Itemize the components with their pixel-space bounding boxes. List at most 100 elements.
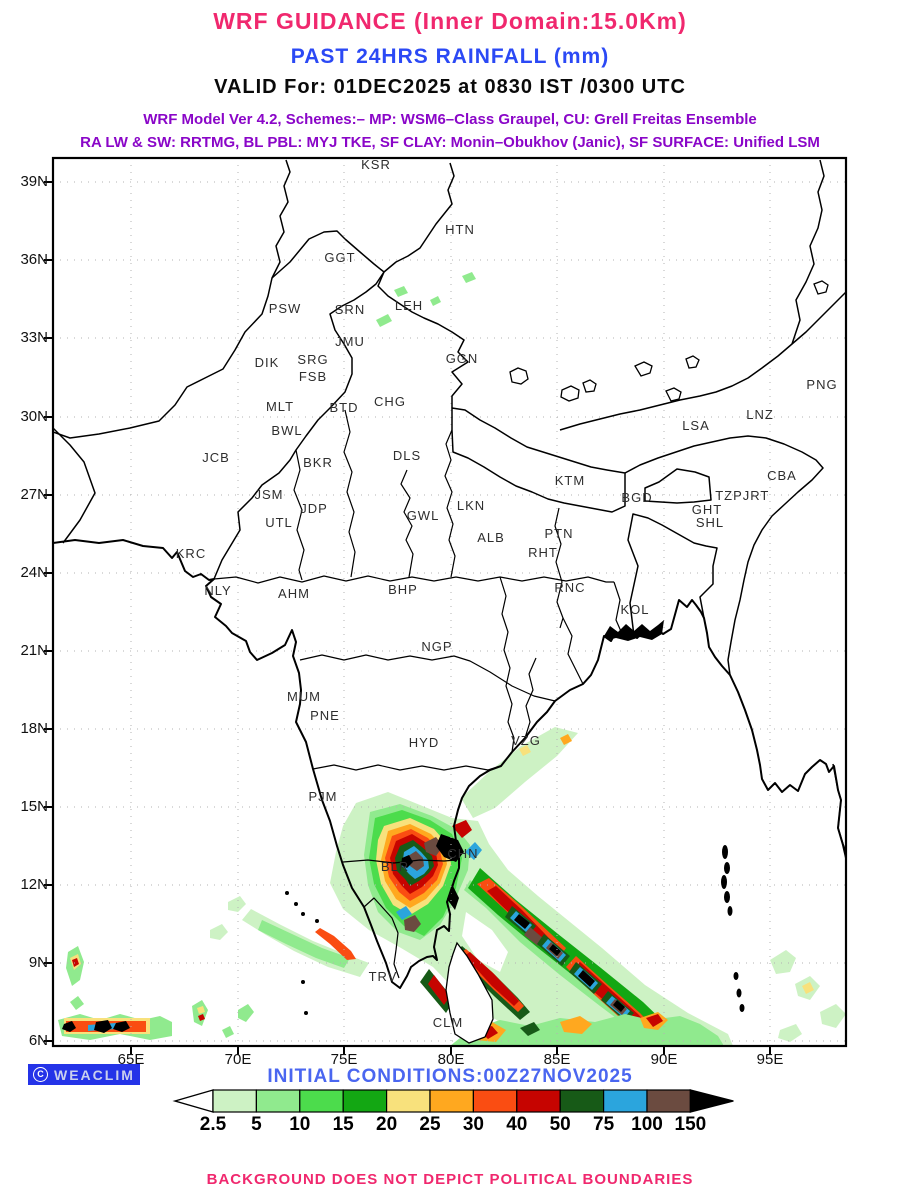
station-label: KOL bbox=[620, 602, 650, 617]
lat-tick-label: 27N bbox=[20, 486, 48, 503]
station-label: JMU bbox=[335, 334, 365, 349]
lon-tick-label: 70E bbox=[224, 1051, 252, 1068]
station-label: UTL bbox=[265, 515, 293, 530]
page-title: WRF GUIDANCE (Inner Domain:15.0Km) bbox=[213, 8, 687, 34]
station-label: LEH bbox=[394, 298, 424, 313]
station-label: GGN bbox=[445, 351, 479, 366]
station-label: GGT bbox=[324, 250, 356, 265]
watermark-text: WEACLIM bbox=[54, 1066, 135, 1083]
station-label: LSA bbox=[682, 418, 710, 433]
legend-value: 75 bbox=[593, 1114, 615, 1135]
station-label: HTN bbox=[445, 222, 475, 237]
station-label: NGP bbox=[421, 639, 453, 654]
lon-tick-label: 65E bbox=[117, 1051, 145, 1068]
lat-tick-label: 36N bbox=[20, 251, 48, 268]
station-label: CBA bbox=[767, 468, 797, 483]
geography-lines bbox=[53, 159, 846, 1044]
coastline bbox=[53, 539, 846, 989]
station-label: SHL bbox=[695, 515, 725, 530]
station-label: KRC bbox=[175, 546, 207, 561]
station-label: PJM bbox=[308, 789, 338, 804]
station-label: LKN bbox=[456, 498, 486, 513]
station-label: CHN bbox=[447, 846, 479, 861]
model-scheme-line-2: RA LW & SW: RRTMG, BL PBL: MYJ TKE, SF C… bbox=[80, 134, 820, 151]
station-label: PSW bbox=[268, 301, 302, 316]
legend-value: 25 bbox=[419, 1114, 441, 1135]
lakshadweep-islands bbox=[285, 891, 319, 1015]
station-label: HYD bbox=[408, 735, 440, 750]
legend-value: 20 bbox=[376, 1114, 398, 1135]
station-label: RHT bbox=[528, 545, 558, 560]
valid-time-line: VALID For: 01DEC2025 at 0830 IST /0300 U… bbox=[214, 76, 686, 98]
copyright-icon: C bbox=[33, 1067, 48, 1082]
station-label: BTD bbox=[329, 400, 359, 415]
station-label: MUM bbox=[286, 689, 322, 704]
station-label: PNG bbox=[806, 377, 838, 392]
lon-tick-label: 90E bbox=[650, 1051, 678, 1068]
station-label: JCB bbox=[202, 450, 230, 465]
station-label: KSR bbox=[361, 157, 391, 172]
station-label: CLM bbox=[432, 1015, 464, 1030]
station-label: BLR bbox=[380, 859, 410, 874]
map-frame bbox=[51, 156, 848, 1048]
sri-lanka-island bbox=[445, 941, 494, 1044]
station-label: NLY bbox=[204, 583, 232, 598]
andaman-nicobar-islands bbox=[721, 845, 745, 1012]
axis-ticks bbox=[44, 181, 771, 1055]
lon-tick-label: 75E bbox=[330, 1051, 358, 1068]
station-label: BGD bbox=[621, 490, 653, 505]
station-label: FSB bbox=[298, 369, 328, 384]
lon-tick-label: 85E bbox=[543, 1051, 571, 1068]
legend-value: 10 bbox=[289, 1114, 311, 1135]
lat-tick-label: 9N bbox=[28, 954, 48, 971]
bangladesh-delta bbox=[604, 620, 664, 641]
legend-value: 100 bbox=[631, 1114, 663, 1135]
page-subtitle: PAST 24HRS RAINFALL (mm) bbox=[290, 45, 610, 68]
legend-value: 15 bbox=[332, 1114, 354, 1135]
station-label: VZG bbox=[511, 733, 541, 748]
legend-value: 40 bbox=[506, 1114, 528, 1135]
station-label: PTN bbox=[544, 526, 574, 541]
station-label: ALB bbox=[477, 530, 505, 545]
rainfall-shading bbox=[58, 272, 846, 1046]
station-label: RNC bbox=[554, 580, 586, 595]
station-label: BHP bbox=[388, 582, 418, 597]
lat-tick-label: 39N bbox=[20, 173, 48, 190]
station-label: BKR bbox=[303, 455, 333, 470]
lat-tick-label: 15N bbox=[20, 798, 48, 815]
legend-value: 150 bbox=[674, 1114, 707, 1135]
state-borders bbox=[213, 409, 624, 979]
station-label: BWL bbox=[271, 423, 303, 438]
legend-value: 2.5 bbox=[199, 1114, 227, 1135]
country-borders bbox=[53, 159, 846, 853]
lat-tick-label: 24N bbox=[20, 564, 48, 581]
lat-tick-label: 12N bbox=[20, 876, 48, 893]
station-label: GHT bbox=[691, 502, 723, 517]
legend-value: 50 bbox=[549, 1114, 571, 1135]
legend-value: 30 bbox=[462, 1114, 484, 1135]
station-label: JDP bbox=[300, 501, 328, 516]
station-label: LNZ bbox=[746, 407, 774, 422]
lat-tick-label: 33N bbox=[20, 329, 48, 346]
station-label: PNE bbox=[310, 708, 340, 723]
lon-tick-label: 95E bbox=[756, 1051, 784, 1068]
station-label: SRN bbox=[334, 302, 366, 317]
tibet-lakes bbox=[509, 280, 829, 402]
lat-tick-label: 6N bbox=[28, 1032, 48, 1049]
station-label: TZP bbox=[715, 488, 743, 503]
station-label: DLS bbox=[392, 448, 422, 463]
lat-tick-label: 21N bbox=[20, 642, 48, 659]
rainfall-color-scale bbox=[172, 1089, 734, 1113]
lat-tick-label: 30N bbox=[20, 408, 48, 425]
initial-conditions-line: INITIAL CONDITIONS:00Z27NOV2025 bbox=[267, 1066, 633, 1087]
station-label: DIK bbox=[254, 355, 280, 370]
station-label: JSM bbox=[254, 487, 284, 502]
legend-value: 5 bbox=[251, 1114, 262, 1135]
disclaimer-line: BACKGROUND DOES NOT DEPICT POLITICAL BOU… bbox=[206, 1171, 694, 1188]
station-label: CHG bbox=[374, 394, 406, 409]
station-label: MLT bbox=[265, 399, 295, 414]
station-label: GWL bbox=[406, 508, 440, 523]
weaclim-watermark: C WEACLIM bbox=[28, 1064, 140, 1085]
